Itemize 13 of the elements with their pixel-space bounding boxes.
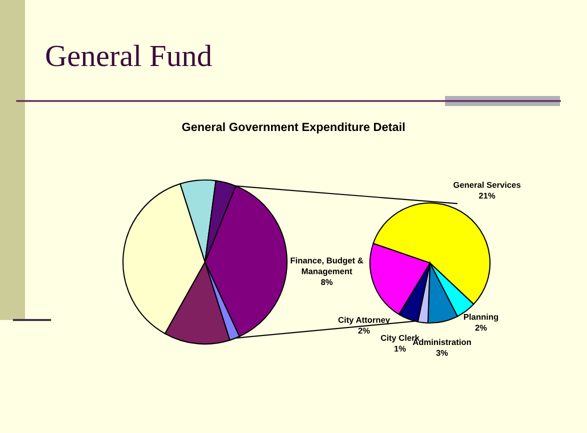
slice-label: Administration: [412, 338, 471, 346]
slice-label: Finance, Budget & Management: [290, 257, 364, 276]
chart-title: General Fund: [46, 44, 212, 66]
data-label: 3%: [436, 350, 448, 356]
chart-subtitle: General Government Expenditure Detail: [182, 122, 405, 134]
data-label: 21%: [478, 192, 496, 199]
data-label: 2%: [358, 328, 370, 334]
data-label: 1%: [394, 346, 406, 352]
data-label: 2%: [475, 324, 487, 331]
slice-label: General Services: [454, 182, 520, 188]
slice-label: City Attorney: [338, 316, 390, 324]
slice-label: Planning: [464, 314, 498, 322]
data-label: 8%: [321, 279, 333, 286]
